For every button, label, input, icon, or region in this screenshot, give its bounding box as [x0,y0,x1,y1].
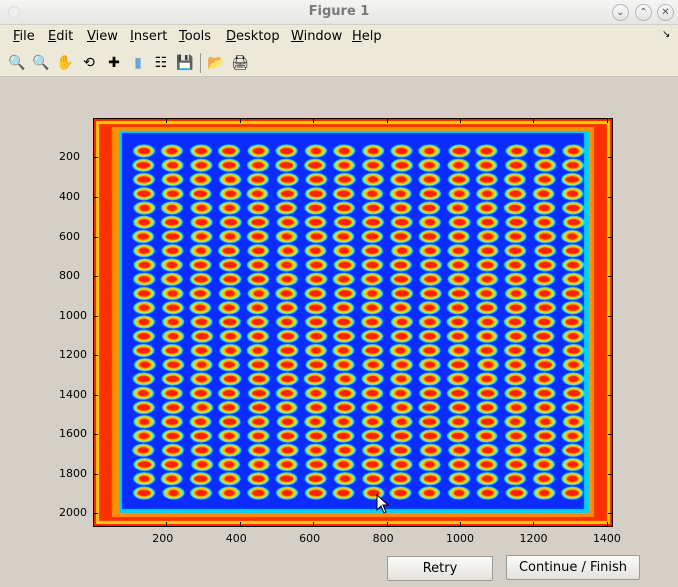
y-tick-left [93,513,98,515]
toolbar: 🔍 🔍 ✋ ⟲ ✚ ▮ ☷ 💾 📂 🖨 [0,49,678,77]
x-tick-bottom [239,522,241,527]
x-tick-label: 400 [225,532,247,545]
x-tick-top [533,118,535,123]
x-tick-label: 800 [372,532,394,545]
y-tick-label: 1600 [59,427,87,441]
y-tick-right [608,157,613,159]
y-tick-right [608,276,613,278]
y-tick-label: 1400 [59,387,87,401]
rotate-3d-icon[interactable]: ⟲ [83,55,95,71]
data-cursor-icon[interactable]: ✚ [108,55,120,71]
menu-edit[interactable]: Edit [48,29,74,44]
y-tick-right [608,394,613,396]
window-title: Figure 1 [308,4,370,19]
x-tick-top [460,118,462,123]
y-tick-right [608,197,613,198]
y-tick-right [608,434,613,436]
x-tick-top [606,118,608,123]
y-tick-right [608,513,613,515]
y-tick-label: 400 [59,190,80,203]
continue-finish-button[interactable]: Continue / Finish [506,555,640,580]
x-tick-label: 600 [299,532,321,545]
y-tick-label: 200 [59,150,80,164]
colorbar-icon[interactable]: ▮ [134,55,142,71]
y-tick-left [93,236,98,238]
x-tick-bottom [313,522,315,527]
menu-view[interactable]: View [87,29,118,44]
y-tick-left [93,355,98,357]
x-tick-top [386,118,388,123]
heatmap-image[interactable] [94,119,612,526]
zoom-in-icon[interactable]: 🔍 [8,55,26,71]
x-tick-top [239,118,241,123]
x-tick-label: 1200 [519,532,548,545]
print-icon[interactable]: 🖨 [231,55,249,71]
y-tick-label: 600 [59,229,80,243]
image-axes[interactable] [93,118,613,527]
y-tick-right [608,355,613,357]
window-menu-icon[interactable] [8,6,20,18]
save-icon[interactable]: 💾 [176,55,194,71]
dock-arrow-icon[interactable]: ↘ [662,29,671,40]
minimize-button[interactable]: ⌄ [612,4,629,21]
mouse-cursor-icon [376,494,390,514]
x-tick-bottom [386,522,388,527]
maximize-button[interactable]: ⌃ [635,4,652,21]
y-tick-label: 2000 [59,506,87,520]
y-tick-left [93,157,98,159]
close-button[interactable]: ✕ [657,4,674,21]
y-tick-right [608,315,613,317]
menu-insert[interactable]: Insert [130,29,168,44]
y-tick-right [608,236,613,238]
menu-file[interactable]: File [13,29,35,44]
x-tick-label: 1400 [592,532,621,545]
zoom-out-icon[interactable]: 🔍 [32,55,50,71]
legend-icon[interactable]: ☷ [154,55,168,71]
toolbar-separator [200,53,201,73]
menu-desktop[interactable]: Desktop [226,29,280,44]
y-tick-left [93,315,98,317]
y-tick-left [93,394,98,396]
menu-help[interactable]: Help [352,29,382,44]
x-tick-bottom [606,522,608,527]
pan-hand-icon[interactable]: ✋ [56,55,74,71]
menu-bar: File Edit View Insert Tools Desktop Wind… [0,25,678,49]
y-tick-label: 1000 [59,308,87,322]
menu-window[interactable]: Window [291,29,343,44]
x-tick-bottom [460,522,462,527]
menu-tools[interactable]: Tools [179,29,212,44]
y-tick-label: 800 [59,269,80,283]
x-tick-top [313,118,315,123]
open-folder-icon[interactable]: 📂 [207,55,225,71]
title-bar: Figure 1 ⌄ ⌃ ✕ [0,0,678,25]
y-tick-left [93,197,98,198]
y-tick-right [608,473,613,475]
y-tick-left [93,473,98,475]
x-tick-top [166,118,168,123]
x-tick-bottom [166,522,168,527]
y-tick-label: 1800 [59,466,87,480]
y-tick-label: 1200 [59,348,87,362]
x-tick-label: 200 [152,532,174,545]
x-tick-label: 1000 [446,532,475,545]
retry-button[interactable]: Retry [387,556,493,581]
x-tick-bottom [533,522,535,527]
y-tick-left [93,434,98,436]
y-tick-left [93,276,98,278]
